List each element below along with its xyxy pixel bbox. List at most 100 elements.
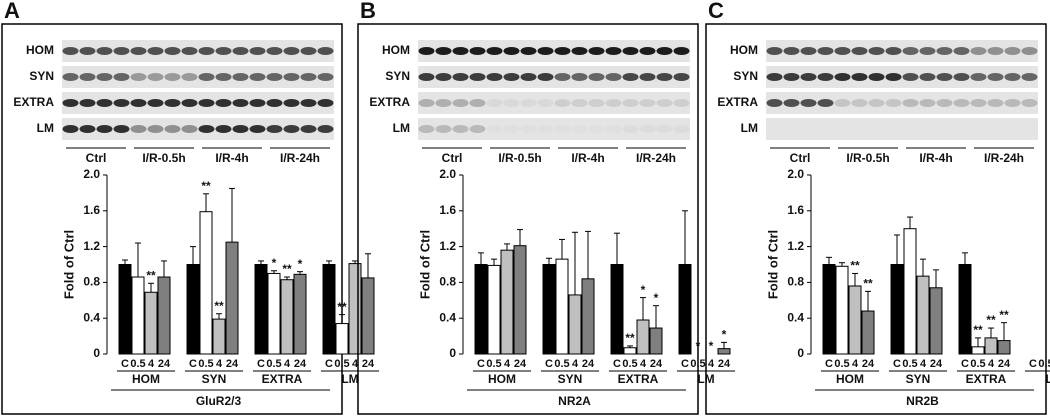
blot-label: EXTRA: [369, 95, 410, 109]
bar: [555, 258, 569, 355]
blot-band: [198, 73, 215, 81]
panel-label: C: [708, 0, 724, 23]
blot-band: [783, 73, 800, 81]
x-tick-label: HOM: [488, 372, 516, 386]
bar-label: 24: [294, 358, 307, 370]
significance: **: [201, 179, 211, 193]
lane-group-label: I/R-4h: [571, 151, 604, 165]
y-tick-label: 2.0: [83, 167, 100, 181]
bar: [280, 279, 294, 355]
bar-label: 0.5: [334, 358, 349, 370]
bar: [997, 340, 1011, 355]
blot: [418, 118, 690, 140]
blot-band: [266, 125, 283, 133]
blot-band: [486, 47, 503, 55]
blot-band: [1021, 99, 1038, 107]
blot-band: [851, 99, 868, 107]
blot-band: [147, 47, 164, 55]
blot-band: [817, 99, 834, 107]
bar: [361, 277, 375, 355]
blot-band: [783, 99, 800, 107]
blot-band: [1004, 99, 1021, 107]
panel-frame: [357, 23, 699, 415]
blot-band: [902, 99, 919, 107]
significance: *: [696, 339, 701, 353]
bar-label: 0.5: [622, 358, 637, 370]
significance: **: [863, 277, 873, 291]
blot-band: [300, 125, 317, 133]
blot-band: [571, 47, 588, 55]
blot-band: [605, 73, 622, 81]
significance: **: [146, 268, 156, 282]
blot-label: EXTRA: [13, 95, 54, 109]
blot-band: [452, 99, 469, 107]
blot-band: [817, 73, 834, 81]
blot-band: [656, 47, 673, 55]
bar: [335, 323, 349, 355]
bar: [254, 264, 268, 355]
blot-band: [435, 99, 452, 107]
blot-label: LM: [741, 121, 758, 135]
bar: [474, 264, 488, 355]
blot-band: [232, 99, 249, 107]
blot-band: [96, 47, 113, 55]
blot: [418, 66, 690, 88]
bar-label: 0.5: [1038, 358, 1050, 370]
blot: [62, 118, 334, 140]
bar-label: 4: [504, 358, 511, 370]
bar-label: C: [893, 358, 901, 370]
bar-label: 0.5: [902, 358, 917, 370]
blot-band: [521, 125, 537, 133]
blot-band: [418, 47, 435, 55]
blot-band: [487, 125, 503, 133]
bar-label: C: [257, 358, 265, 370]
y-tick-label: 1.6: [787, 203, 804, 217]
bar-label: 4: [852, 358, 859, 370]
lane-group-label: I/R-0.5h: [142, 151, 185, 165]
bar: [610, 264, 624, 355]
blot-band: [919, 99, 936, 107]
blot-band: [589, 125, 605, 133]
blot-band: [147, 73, 164, 81]
blot-band: [800, 47, 817, 55]
blot-band: [435, 73, 452, 81]
bar-label: 0.5: [130, 358, 145, 370]
blot-band: [181, 125, 198, 133]
bar: [984, 337, 998, 355]
blot-band: [554, 73, 571, 81]
panel-label: B: [360, 0, 376, 23]
blot-band: [656, 99, 673, 107]
bar-label: 24: [582, 358, 595, 370]
bar-label: C: [825, 358, 833, 370]
blot-band: [300, 73, 317, 81]
blot-band: [435, 125, 452, 133]
blot-band: [198, 99, 215, 107]
blot-band: [130, 47, 147, 55]
blot-band: [987, 47, 1004, 55]
blot-band: [902, 73, 919, 81]
y-axis-label: Fold of Ctrl: [765, 230, 780, 299]
y-tick-label: 0.8: [439, 275, 456, 289]
blot-band: [147, 125, 164, 133]
y-tick-label: 1.6: [439, 203, 456, 217]
bar-label: 24: [998, 358, 1011, 370]
blot-band: [953, 73, 970, 81]
bar: [542, 264, 556, 355]
bar-label: C: [325, 358, 333, 370]
blot-band: [317, 73, 334, 81]
blot-band: [639, 99, 656, 107]
blot-band: [987, 73, 1004, 81]
blot-band: [503, 73, 520, 81]
bar-label: 0.5: [554, 358, 569, 370]
blot-band: [800, 73, 817, 81]
bar: [267, 272, 281, 355]
blot-band: [215, 47, 232, 55]
significance: *: [722, 328, 727, 342]
blot-band: [656, 73, 673, 81]
y-tick-label: 1.2: [787, 239, 804, 253]
lane-group-label: I/R-0.5h: [498, 151, 541, 165]
blot-band: [639, 47, 656, 55]
significance: **: [625, 331, 635, 345]
blot-band: [885, 47, 902, 55]
